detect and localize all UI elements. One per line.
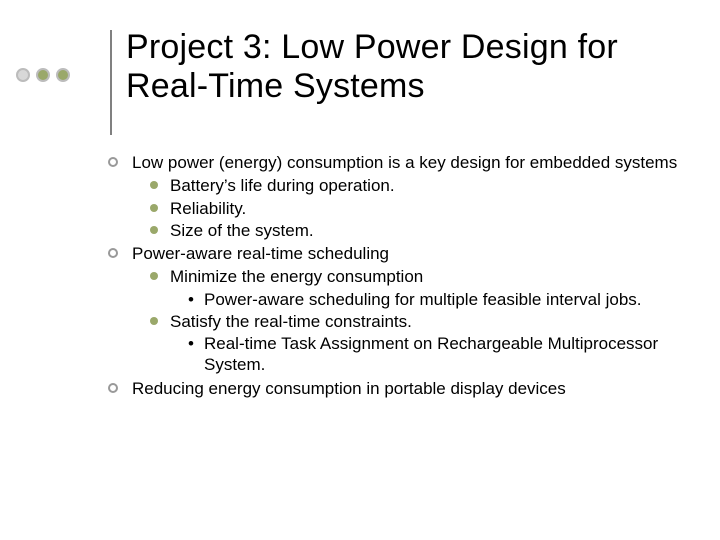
bullet-list-lvl2: Minimize the energy consumption Power-aw… [132, 266, 688, 375]
list-item: Power-aware scheduling for multiple feas… [188, 289, 688, 310]
bullet-text: Low power (energy) consumption is a key … [132, 153, 677, 172]
list-item: Battery’s life during operation. [150, 175, 688, 196]
bullet-list-lvl3: Power-aware scheduling for multiple feas… [170, 289, 688, 310]
bullet-text: Reducing energy consumption in portable … [132, 379, 566, 398]
list-item: Reliability. [150, 198, 688, 219]
bullet-text: Battery’s life during operation. [170, 176, 395, 195]
bullet-list-lvl3: Real-time Task Assignment on Rechargeabl… [170, 333, 688, 376]
bullet-text: Size of the system. [170, 221, 314, 240]
decor-dot-icon [36, 68, 50, 82]
list-item: Low power (energy) consumption is a key … [108, 152, 688, 241]
list-item: Real-time Task Assignment on Rechargeabl… [188, 333, 688, 376]
bullet-text: Power-aware real-time scheduling [132, 244, 389, 263]
bullet-text: Minimize the energy consumption [170, 267, 423, 286]
bullet-text: Real-time Task Assignment on Rechargeabl… [204, 334, 658, 374]
title-divider [110, 30, 112, 135]
bullet-list-lvl1: Low power (energy) consumption is a key … [108, 152, 688, 399]
list-item: Power-aware real-time scheduling Minimiz… [108, 243, 688, 376]
slide-title: Project 3: Low Power Design for Real-Tim… [126, 28, 686, 106]
list-item: Minimize the energy consumption Power-aw… [150, 266, 688, 310]
decor-dots [16, 68, 70, 82]
decor-dot-icon [16, 68, 30, 82]
bullet-list-lvl2: Battery’s life during operation. Reliabi… [132, 175, 688, 241]
bullet-text: Satisfy the real-time constraints. [170, 312, 412, 331]
bullet-text: Power-aware scheduling for multiple feas… [204, 290, 642, 309]
slide: Project 3: Low Power Design for Real-Tim… [0, 0, 720, 540]
slide-body: Low power (energy) consumption is a key … [108, 152, 688, 401]
list-item: Satisfy the real-time constraints. Real-… [150, 311, 688, 376]
bullet-text: Reliability. [170, 199, 246, 218]
decor-dot-icon [56, 68, 70, 82]
list-item: Reducing energy consumption in portable … [108, 378, 688, 399]
list-item: Size of the system. [150, 220, 688, 241]
